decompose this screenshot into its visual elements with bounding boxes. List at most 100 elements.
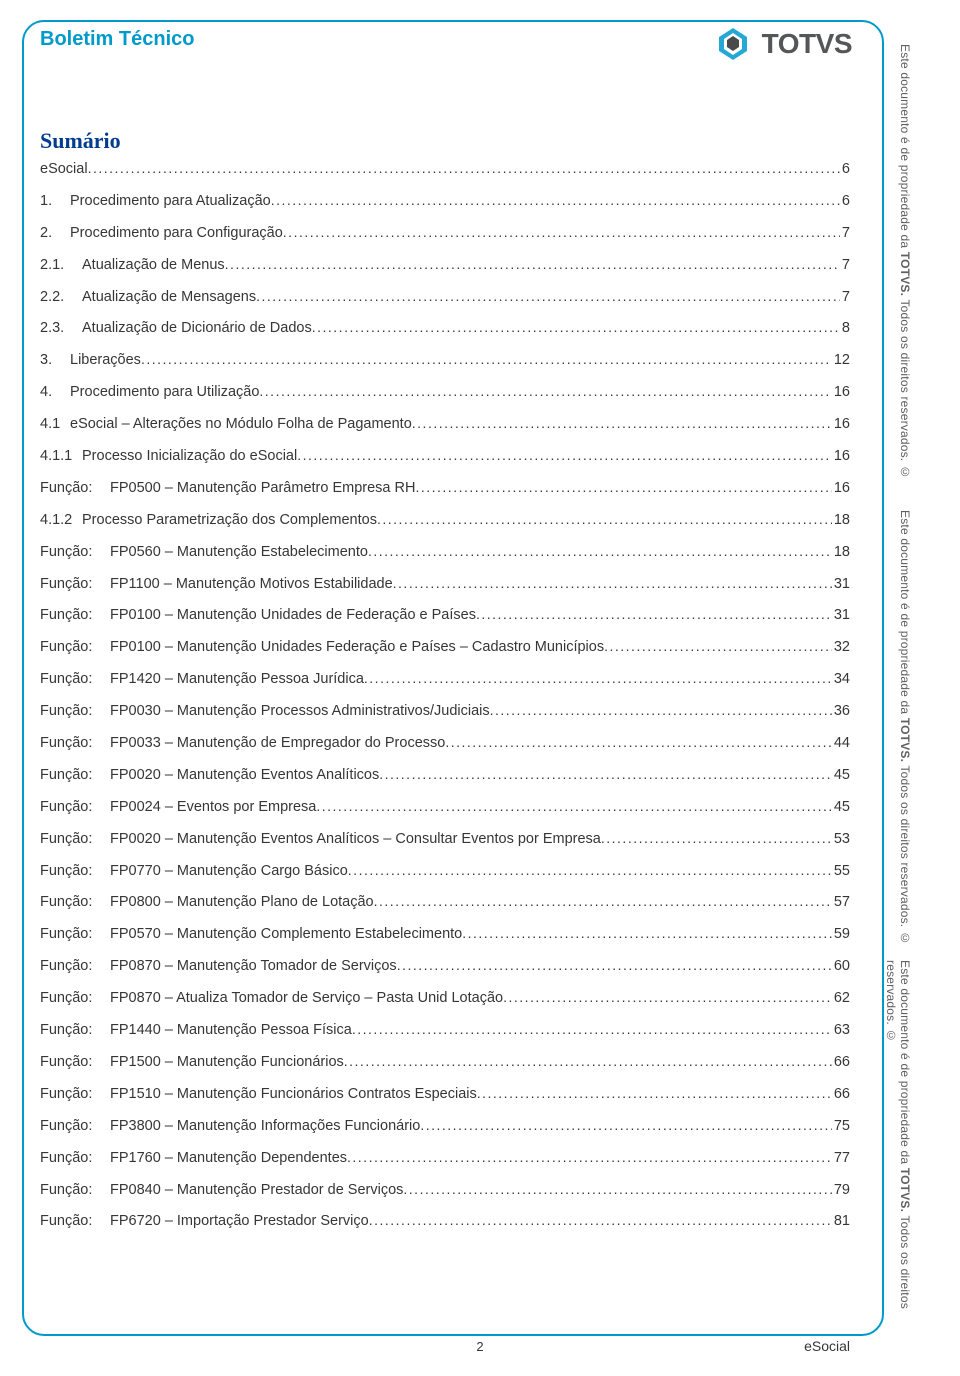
- toc-number: 4.1.2: [40, 512, 82, 528]
- side-watermark-2: Este documento é de propriedade da TOTVS…: [898, 510, 912, 945]
- toc-row: Função:FP0100 – Manutenção Unidades de F…: [40, 606, 850, 623]
- toc-funcao-label: Função:: [40, 1022, 110, 1038]
- toc-page-number: 60: [832, 958, 850, 974]
- toc-page-number: 8: [840, 320, 850, 336]
- toc-title: Procedimento para Configuração: [70, 225, 283, 241]
- toc-funcao-label: Função:: [40, 735, 110, 751]
- side-brand: TOTVS.: [898, 252, 912, 296]
- toc-dots: ........................................…: [312, 319, 840, 335]
- toc-page-number: 7: [840, 257, 850, 273]
- toc-row: 4.1.2Processo Parametrização dos Complem…: [40, 511, 850, 528]
- toc-dots: ........................................…: [271, 192, 840, 208]
- toc-dots: ........................................…: [403, 1181, 831, 1197]
- toc-dots: ........................................…: [420, 1117, 832, 1133]
- toc-dots: ........................................…: [601, 830, 832, 846]
- toc-page-number: 7: [840, 225, 850, 241]
- toc-title: FP6720 – Importação Prestador Serviço: [110, 1213, 369, 1229]
- toc-page-number: 32: [832, 639, 850, 655]
- toc-page-number: 16: [832, 448, 850, 464]
- toc-dots: ........................................…: [374, 893, 832, 909]
- toc-funcao-label: Função:: [40, 1150, 110, 1166]
- side-watermark-1: Este documento é de propriedade da TOTVS…: [898, 44, 912, 479]
- toc-number: 2.3.: [40, 320, 82, 336]
- side-suffix: Todos os direitos reservados. ©: [898, 762, 912, 945]
- toc-row: 2.3.Atualização de Dicionário de Dados..…: [40, 319, 850, 336]
- toc-title: Processo Parametrização dos Complementos: [82, 512, 377, 528]
- toc-row: eSocial.................................…: [40, 160, 850, 177]
- toc-funcao-label: Função:: [40, 863, 110, 879]
- toc-page-number: 57: [832, 894, 850, 910]
- toc-funcao-label: Função:: [40, 926, 110, 942]
- header-title: Boletim Técnico: [40, 28, 540, 51]
- toc-page-number: 16: [832, 480, 850, 496]
- toc-row: Função:FP1440 – Manutenção Pessoa Física…: [40, 1021, 850, 1038]
- toc-funcao-label: Função:: [40, 799, 110, 815]
- toc-funcao-label: Função:: [40, 767, 110, 783]
- toc-dots: ........................................…: [225, 256, 840, 272]
- footer-right-label: eSocial: [804, 1338, 850, 1354]
- toc-row: 4.Procedimento para Utilização..........…: [40, 383, 850, 400]
- toc-title: FP0840 – Manutenção Prestador de Serviço…: [110, 1182, 403, 1198]
- toc-dots: ........................................…: [379, 766, 832, 782]
- toc-number: 2.1.: [40, 257, 82, 273]
- toc-dots: ........................................…: [462, 925, 832, 941]
- toc-row: Função:FP0770 – Manutenção Cargo Básico.…: [40, 862, 850, 879]
- toc-title: FP0020 – Manutenção Eventos Analíticos –…: [110, 831, 601, 847]
- toc-title: FP0033 – Manutenção de Empregador do Pro…: [110, 735, 445, 751]
- side-prefix: Este documento é de propriedade da: [898, 960, 912, 1168]
- toc-page-number: 75: [832, 1118, 850, 1134]
- toc-dots: ........................................…: [141, 351, 832, 367]
- toc-row: Função:FP6720 – Importação Prestador Ser…: [40, 1212, 850, 1229]
- toc-dots: ........................................…: [490, 702, 832, 718]
- toc-title: Atualização de Dicionário de Dados: [82, 320, 312, 336]
- toc-page-number: 66: [832, 1086, 850, 1102]
- toc-title: Processo Inicialização do eSocial: [82, 448, 297, 464]
- toc-page-number: 45: [832, 799, 850, 815]
- side-prefix: Este documento é de propriedade da: [898, 510, 912, 718]
- toc-page-number: 6: [840, 161, 850, 177]
- toc-number: 2.: [40, 225, 70, 241]
- toc-funcao-label: Função:: [40, 703, 110, 719]
- toc-row: Função:FP0020 – Manutenção Eventos Analí…: [40, 766, 850, 783]
- side-brand: TOTVS.: [898, 1168, 912, 1212]
- toc-funcao-label: Função:: [40, 607, 110, 623]
- toc-title: FP0100 – Manutenção Unidades Federação e…: [110, 639, 604, 655]
- toc-row: Função:FP0100 – Manutenção Unidades Fede…: [40, 638, 850, 655]
- toc-page-number: 18: [832, 544, 850, 560]
- toc-title: FP0570 – Manutenção Complemento Estabele…: [110, 926, 462, 942]
- toc-funcao-label: Função:: [40, 831, 110, 847]
- toc-row: Função:FP0020 – Manutenção Eventos Analí…: [40, 830, 850, 847]
- toc-funcao-label: Função:: [40, 894, 110, 910]
- toc-page-number: 44: [832, 735, 850, 751]
- toc-dots: ........................................…: [503, 989, 832, 1005]
- side-prefix: Este documento é de propriedade da: [898, 44, 912, 252]
- sumario-heading: Sumário: [40, 128, 121, 154]
- toc-page-number: 66: [832, 1054, 850, 1070]
- toc-dots: ........................................…: [412, 415, 832, 431]
- toc-title: FP0020 – Manutenção Eventos Analíticos: [110, 767, 379, 783]
- toc-row: Função:FP0024 – Eventos por Empresa.....…: [40, 798, 850, 815]
- toc-row: Função:FP0870 – Atualiza Tomador de Serv…: [40, 989, 850, 1006]
- toc-dots: ........................................…: [445, 734, 832, 750]
- toc-funcao-label: Função:: [40, 544, 110, 560]
- toc-dots: ........................................…: [604, 638, 832, 654]
- toc-dots: ........................................…: [347, 1149, 832, 1165]
- toc-page-number: 12: [832, 352, 850, 368]
- toc-page-number: 59: [832, 926, 850, 942]
- toc-row: Função:FP0500 – Manutenção Parâmetro Emp…: [40, 479, 850, 496]
- toc-page-number: 77: [832, 1150, 850, 1166]
- toc-title: FP1510 – Manutenção Funcionários Contrat…: [110, 1086, 477, 1102]
- toc-page-number: 53: [832, 831, 850, 847]
- toc-row: 2.1.Atualização de Menus................…: [40, 256, 850, 273]
- toc-row: 1.Procedimento para Atualização.........…: [40, 192, 850, 209]
- toc-page-number: 81: [832, 1213, 850, 1229]
- toc-row: Função:FP1420 – Manutenção Pessoa Jurídi…: [40, 670, 850, 687]
- toc-dots: ........................................…: [348, 862, 832, 878]
- toc-dots: ........................................…: [477, 1085, 832, 1101]
- toc-funcao-label: Função:: [40, 1213, 110, 1229]
- toc-row: Função:FP3800 – Manutenção Informações F…: [40, 1117, 850, 1134]
- toc-funcao-label: Função:: [40, 480, 110, 496]
- toc-funcao-label: Função:: [40, 671, 110, 687]
- toc-funcao-label: Função:: [40, 639, 110, 655]
- toc-funcao-label: Função:: [40, 958, 110, 974]
